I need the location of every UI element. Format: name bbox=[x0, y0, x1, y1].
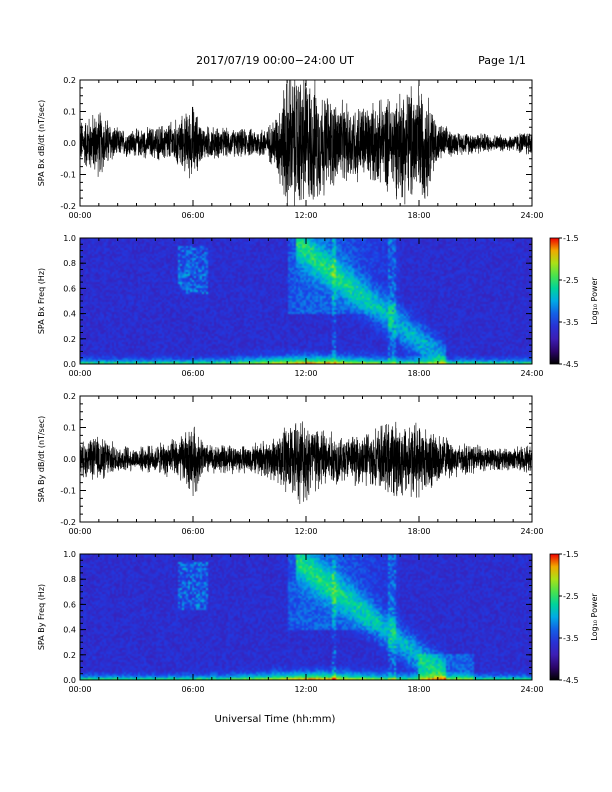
y-tick-label: -0.1 bbox=[60, 171, 76, 180]
y-tick-label: 0.2 bbox=[63, 76, 76, 85]
y-tick-label: 0.1 bbox=[63, 424, 76, 433]
y-tick-label: 0.0 bbox=[63, 139, 76, 148]
x-tick-label: 00:00 bbox=[68, 685, 91, 694]
colorbar-tick-label: -3.5 bbox=[563, 634, 579, 643]
bx-spectrogram-image bbox=[80, 238, 532, 364]
panel-bx-spectrogram: 00:00 06:00 12:00 18:00 24:00 0.0 0.2 0.4 0.6 0.8… bbox=[37, 234, 599, 378]
y-tick-label: -0.1 bbox=[60, 487, 76, 496]
plot-frame bbox=[79, 395, 533, 523]
signal-trace bbox=[79, 421, 533, 504]
colorbar-scale bbox=[549, 553, 560, 681]
x-tick-label: 06:00 bbox=[181, 211, 204, 220]
plot-frame bbox=[79, 553, 533, 681]
x-tick-label: 12:00 bbox=[294, 685, 317, 694]
plot-frame bbox=[79, 79, 533, 207]
x-tick-label: 06:00 bbox=[181, 685, 204, 694]
bx-freq-ylabel: SPA Bx Freq (Hz) bbox=[37, 268, 46, 334]
y-tick-label: 0.0 bbox=[63, 676, 76, 685]
colorbar-label: Log₁₀ Power bbox=[590, 277, 599, 325]
x-tick-label: 24:00 bbox=[520, 685, 543, 694]
x-tick-label: 06:00 bbox=[181, 527, 204, 536]
colorbar-scale bbox=[549, 237, 560, 365]
x-tick-label: 06:00 bbox=[181, 369, 204, 378]
x-tick-label: 24:00 bbox=[520, 211, 543, 220]
by-dbdt-ylabel: SPA By dB/dt (nT/sec) bbox=[37, 416, 46, 503]
bx-dbdt-ylabel: SPA Bx dB/dt (nT/sec) bbox=[37, 100, 46, 187]
signal-trace bbox=[79, 79, 533, 206]
colorbar-tick-label: -3.5 bbox=[563, 318, 579, 327]
panel-by-spectrogram: 00:00 06:00 12:00 18:00 24:00 0.0 0.2 0.4 0.6 0.8… bbox=[37, 550, 599, 694]
chart-title: 2017/07/19 00:00−24:00 UT bbox=[196, 54, 354, 67]
y-tick-label: 0.6 bbox=[63, 600, 76, 609]
by-spectrogram-image bbox=[80, 554, 532, 680]
y-tick-label: 0.8 bbox=[63, 259, 76, 268]
colorbar-tick-label: -1.5 bbox=[563, 550, 579, 559]
y-tick-label: 0.2 bbox=[63, 392, 76, 401]
by-freq-ylabel: SPA By Freq (Hz) bbox=[37, 584, 46, 650]
page-label: Page 1/1 bbox=[478, 54, 526, 67]
y-tick-label: 0.0 bbox=[63, 360, 76, 369]
y-tick-label: 0.0 bbox=[63, 455, 76, 464]
colorbar-tick-label: -4.5 bbox=[563, 676, 579, 685]
y-tick-label: 1.0 bbox=[63, 550, 76, 559]
y-tick-label: 0.6 bbox=[63, 284, 76, 293]
x-tick-label: 18:00 bbox=[407, 369, 430, 378]
x-tick-label: 24:00 bbox=[520, 527, 543, 536]
colorbar-tick-label: -2.5 bbox=[563, 592, 579, 601]
y-tick-label: 1.0 bbox=[63, 234, 76, 243]
by-colorbar: -1.5 -2.5 -3.5 -4.5 Log₁₀ Power bbox=[549, 550, 599, 685]
x-tick-label: 12:00 bbox=[294, 369, 317, 378]
x-tick-label: 00:00 bbox=[68, 527, 91, 536]
x-tick-label: 12:00 bbox=[294, 527, 317, 536]
y-tick-label: 0.1 bbox=[63, 108, 76, 117]
x-tick-label: 12:00 bbox=[294, 211, 317, 220]
y-tick-label: 0.2 bbox=[63, 651, 76, 660]
x-axis-label: Universal Time (hh:mm) bbox=[215, 714, 336, 725]
colorbar-tick-label: -2.5 bbox=[563, 276, 579, 285]
colorbar-label: Log₁₀ Power bbox=[590, 593, 599, 641]
plot-frame bbox=[79, 237, 533, 365]
x-tick-label: 00:00 bbox=[68, 211, 91, 220]
colorbar-tick-label: -1.5 bbox=[563, 234, 579, 243]
x-tick-label: 00:00 bbox=[68, 369, 91, 378]
x-tick-label: 18:00 bbox=[407, 211, 430, 220]
y-tick-label: 0.2 bbox=[63, 335, 76, 344]
bx-colorbar: -1.5 -2.5 -3.5 -4.5 Log₁₀ Power bbox=[549, 234, 599, 369]
x-tick-label: 18:00 bbox=[407, 527, 430, 536]
panel-by-dbdt: 00:00 06:00 12:00 18:00 24:00 -0.2 -0.1 0.0 0.1 0… bbox=[37, 392, 544, 536]
panel-bx-dbdt: 00:00 06:00 12:00 18:00 24:00 -0.2 -0.1 0.0 0.1 0… bbox=[37, 76, 544, 220]
colorbar-tick-label: -4.5 bbox=[563, 360, 579, 369]
y-tick-label: -0.2 bbox=[60, 518, 76, 527]
x-tick-label: 24:00 bbox=[520, 369, 543, 378]
x-tick-label: 18:00 bbox=[407, 685, 430, 694]
y-tick-label: -0.2 bbox=[60, 202, 76, 211]
y-tick-label: 0.4 bbox=[63, 310, 76, 319]
y-tick-label: 0.4 bbox=[63, 626, 76, 635]
y-tick-label: 0.8 bbox=[63, 575, 76, 584]
